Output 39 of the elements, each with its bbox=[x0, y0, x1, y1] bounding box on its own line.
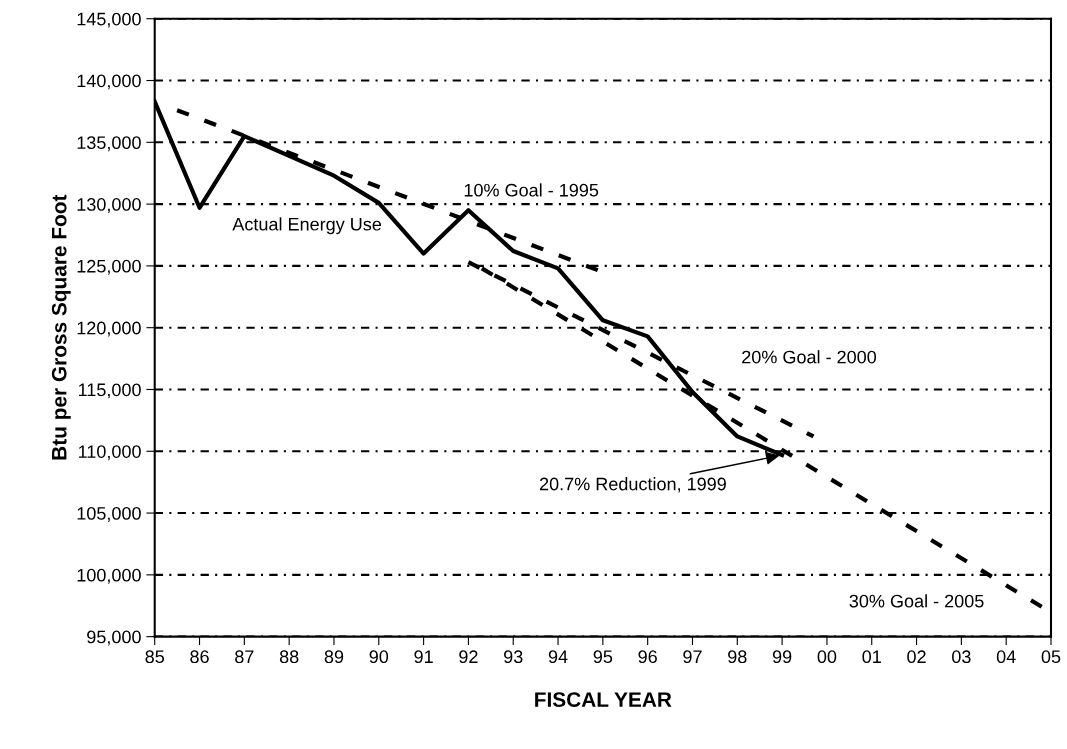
x-tick-label: 04 bbox=[996, 650, 1016, 664]
y-tick-label: 135,000 bbox=[77, 136, 141, 152]
y-tick-label: 140,000 bbox=[77, 74, 141, 90]
y-tick-label: 115,000 bbox=[78, 383, 141, 399]
x-tick-label: 00 bbox=[817, 650, 837, 664]
x-tick-label: 97 bbox=[683, 650, 702, 664]
annotation: 20% Goal - 2000 bbox=[742, 350, 877, 364]
x-tick-label: 89 bbox=[324, 650, 344, 664]
annotation: 30% Goal - 2005 bbox=[849, 594, 984, 608]
x-tick-label: 98 bbox=[728, 650, 747, 664]
x-tick-label: 85 bbox=[145, 650, 164, 664]
y-tick-label: 130,000 bbox=[77, 198, 141, 213]
x-tick-label: 91 bbox=[414, 650, 433, 664]
x-tick-label: 95 bbox=[593, 650, 613, 664]
annotation: 20.7% Reduction, 1999 bbox=[539, 477, 726, 493]
x-tick-label: 02 bbox=[907, 650, 926, 664]
x-tick-label: 01 bbox=[862, 650, 881, 664]
x-tick-label: 94 bbox=[548, 650, 568, 664]
x-tick-label: 88 bbox=[279, 650, 299, 664]
x-tick-label: 05 bbox=[1041, 650, 1061, 664]
x-tick-label: 87 bbox=[235, 650, 254, 664]
y-tick-label: 105,000 bbox=[77, 507, 141, 522]
y-tick-label: 145,000 bbox=[77, 12, 141, 28]
y-tick-label: 110,000 bbox=[78, 445, 141, 461]
x-tick-label: 86 bbox=[190, 650, 209, 664]
y-tick-label: 120,000 bbox=[77, 321, 141, 337]
x-tick-label: 93 bbox=[504, 650, 523, 664]
annotation: 10% Goal - 1995 bbox=[464, 183, 599, 197]
x-axis-title: FISCAL YEAR bbox=[535, 692, 672, 707]
x-tick-label: 92 bbox=[459, 650, 478, 664]
x-tick-label: 96 bbox=[638, 650, 657, 664]
x-tick-label: 90 bbox=[369, 650, 389, 664]
y-tick-label: 95,000 bbox=[87, 630, 141, 646]
y-tick-label: 100,000 bbox=[77, 568, 141, 584]
x-tick-label: 99 bbox=[772, 650, 792, 664]
annotation: Actual Energy Use bbox=[232, 217, 382, 235]
y-axis-title: Btu per Gross Square Foot bbox=[51, 194, 71, 460]
x-tick-label: 03 bbox=[952, 650, 971, 664]
y-tick-label: 125,000 bbox=[77, 259, 141, 275]
